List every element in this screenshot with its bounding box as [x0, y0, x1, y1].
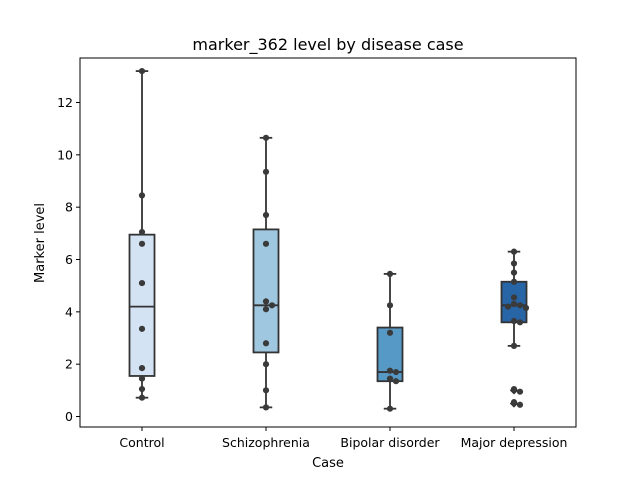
y-tick-label: 8 — [65, 200, 73, 215]
plot-frame — [79, 57, 577, 428]
data-point — [262, 168, 270, 175]
data-point — [138, 240, 146, 247]
data-point — [510, 300, 518, 308]
data-point — [516, 319, 524, 326]
data-point — [262, 306, 270, 313]
data-point — [262, 340, 270, 347]
y-tick-label: 6 — [65, 252, 73, 267]
data-point — [138, 365, 146, 372]
data-point — [510, 294, 518, 301]
data-point — [386, 367, 394, 374]
data-point — [516, 401, 524, 408]
data-point — [262, 134, 270, 141]
data-point — [262, 240, 270, 247]
box-iqr — [128, 233, 156, 377]
data-point — [516, 302, 524, 309]
data-point — [392, 378, 400, 385]
data-point — [386, 405, 394, 412]
data-point — [262, 361, 270, 368]
chart-title: marker_362 level by disease case — [192, 35, 463, 55]
data-point — [516, 388, 524, 395]
data-point — [138, 325, 146, 332]
plot-area: 0 2 4 6 8 10 12 Control Schizophrenia Bipolar dis… — [57, 67, 568, 450]
data-point — [138, 192, 146, 199]
x-tick-label: Schizophrenia — [222, 435, 310, 450]
y-axis-label: Marker level — [33, 203, 48, 283]
data-point — [510, 260, 518, 267]
data-point — [138, 228, 146, 236]
data-point — [504, 303, 512, 310]
data-point — [510, 385, 518, 393]
data-point — [138, 394, 146, 401]
y-tick-label: 2 — [65, 357, 73, 372]
data-point — [510, 399, 518, 406]
data-point — [262, 298, 270, 305]
data-point — [510, 342, 518, 349]
data-point — [138, 375, 146, 382]
data-point — [262, 404, 270, 411]
y-tick-label: 12 — [57, 95, 73, 110]
data-point — [510, 248, 518, 255]
x-tick-label: Control — [119, 435, 164, 450]
x-tick-label: Major depression — [461, 435, 568, 450]
data-point — [510, 269, 518, 276]
data-point — [138, 67, 146, 75]
data-point — [262, 387, 270, 394]
data-point — [510, 278, 518, 285]
data-point — [386, 375, 394, 382]
box-iqr — [252, 228, 280, 354]
y-tick-label: 0 — [65, 409, 73, 424]
y-tick-label: 10 — [57, 147, 73, 162]
data-point — [386, 270, 394, 278]
data-point — [386, 302, 394, 309]
x-axis-label: Case — [312, 456, 344, 471]
data-point — [138, 385, 146, 393]
y-tick-label: 4 — [65, 304, 73, 319]
data-point — [392, 368, 400, 376]
data-point — [386, 329, 394, 336]
data-point — [138, 279, 146, 287]
data-point — [522, 304, 530, 312]
data-point — [510, 317, 518, 325]
x-tick-label: Bipolar disorder — [340, 435, 440, 450]
data-point — [268, 302, 276, 309]
data-point — [262, 211, 270, 219]
